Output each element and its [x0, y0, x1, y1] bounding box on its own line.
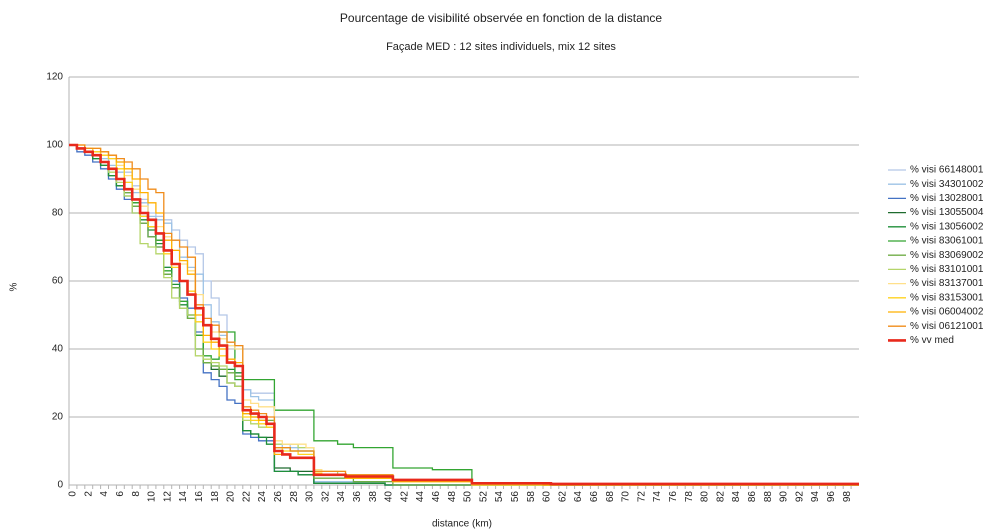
x-tick-label: 74	[652, 491, 663, 503]
x-tick-label: 50	[463, 491, 474, 503]
x-tick-label: 8	[131, 491, 142, 497]
y-tick-label: 0	[57, 480, 63, 491]
x-tick-label: 62	[557, 491, 568, 503]
series-line	[69, 143, 859, 486]
x-tick-label: 78	[684, 491, 695, 503]
x-tick-label: 90	[779, 491, 790, 503]
x-tick-label: 14	[178, 491, 189, 503]
x-tick-label: 88	[763, 491, 774, 503]
legend-label: % visi 06121001	[910, 321, 984, 332]
x-tick-label: 56	[510, 491, 521, 503]
y-tick-label: 120	[46, 72, 63, 83]
x-tick-label: 28	[289, 491, 300, 503]
x-tick-label: 6	[115, 491, 126, 497]
x-tick-label: 82	[715, 491, 726, 503]
chart-title: Pourcentage de visibilité observée en fo…	[340, 11, 663, 25]
x-tick-label: 60	[542, 491, 553, 503]
legend-label: % visi 13028001	[910, 193, 984, 204]
x-tick-label: 66	[589, 491, 600, 503]
x-tick-label: 10	[147, 491, 158, 503]
x-tick-label: 98	[842, 491, 853, 503]
y-tick-label: 40	[52, 344, 64, 355]
x-tick-label: 38	[368, 491, 379, 503]
x-tick-label: 54	[494, 491, 505, 503]
x-tick-label: 24	[257, 491, 268, 503]
series-line	[69, 144, 859, 486]
x-tick-label: 92	[794, 491, 805, 503]
x-tick-label: 32	[320, 491, 331, 503]
x-tick-label: 86	[747, 491, 758, 503]
y-tick-label: 60	[52, 276, 64, 287]
x-tick-label: 80	[700, 491, 711, 503]
x-tick-label: 4	[99, 491, 110, 497]
x-tick-label: 20	[226, 491, 237, 503]
legend-label: % visi 66148001	[910, 165, 984, 176]
x-tick-label: 68	[605, 491, 616, 503]
x-tick-label: 84	[731, 491, 742, 503]
legend-label: % visi 13055004	[910, 207, 984, 218]
x-tick-label: 48	[447, 491, 458, 503]
x-tick-label: 52	[478, 491, 489, 503]
x-tick-label: 2	[83, 491, 94, 497]
x-tick-label: 64	[573, 491, 584, 503]
x-tick-label: 34	[336, 491, 347, 503]
x-tick-label: 16	[194, 491, 205, 503]
y-tick-label: 20	[52, 412, 64, 423]
y-tick-label: 100	[46, 140, 63, 151]
x-tick-label: 72	[636, 491, 647, 503]
legend-label: % visi 13056002	[910, 221, 984, 232]
x-tick-label: 96	[826, 491, 837, 503]
x-tick-label: 30	[305, 491, 316, 503]
x-tick-label: 18	[210, 491, 221, 503]
x-tick-label: 76	[668, 491, 679, 503]
x-tick-label: 44	[415, 491, 426, 503]
x-axis-label: distance (km)	[432, 519, 492, 530]
x-tick-label: 40	[384, 491, 395, 503]
y-tick-label: 80	[52, 208, 64, 219]
legend-label: % visi 83061001	[910, 236, 984, 247]
legend-label: % visi 83069002	[910, 250, 984, 261]
x-tick-label: 26	[273, 491, 284, 503]
x-tick-label: 0	[68, 491, 79, 497]
y-axis-label: %	[9, 282, 20, 291]
x-tick-label: 42	[399, 491, 410, 503]
chart-subtitle: Façade MED : 12 sites individuels, mix 1…	[386, 41, 616, 53]
legend-label: % vv med	[910, 335, 954, 346]
x-tick-label: 94	[810, 491, 821, 503]
x-tick-label: 70	[621, 491, 632, 503]
x-tick-label: 12	[162, 491, 173, 503]
legend-label: % visi 34301002	[910, 179, 984, 190]
legend-label: % visi 06004002	[910, 307, 984, 318]
legend-label: % visi 83137001	[910, 278, 984, 289]
x-tick-label: 36	[352, 491, 363, 503]
legend-label: % visi 83101001	[910, 264, 984, 275]
x-tick-label: 46	[431, 491, 442, 503]
x-tick-label: 58	[526, 491, 537, 503]
x-tick-label: 22	[241, 491, 252, 503]
legend-label: % visi 83153001	[910, 292, 984, 303]
